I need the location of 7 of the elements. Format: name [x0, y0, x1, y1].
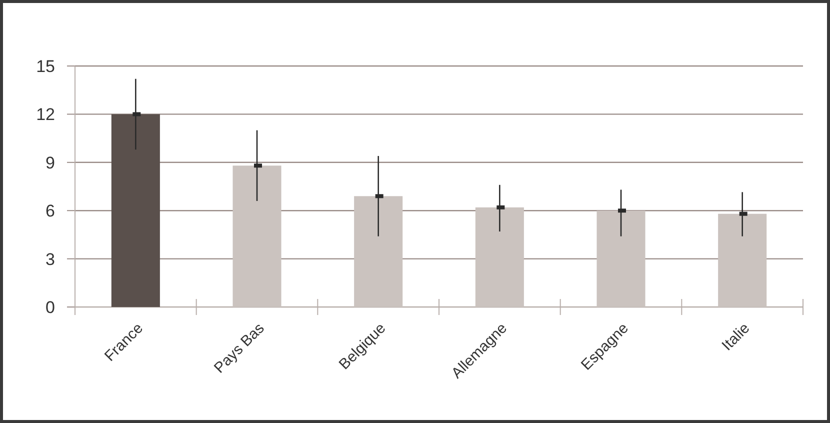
y-tick-label: 0 [46, 298, 55, 317]
y-tick-label: 15 [36, 56, 55, 76]
y-tick-label: 6 [46, 202, 55, 221]
y-tick-label: 12 [36, 105, 55, 124]
y-tick-label: 3 [46, 250, 55, 269]
x-tick-label: Italie [718, 320, 754, 354]
y-tick-label: 9 [46, 153, 55, 172]
